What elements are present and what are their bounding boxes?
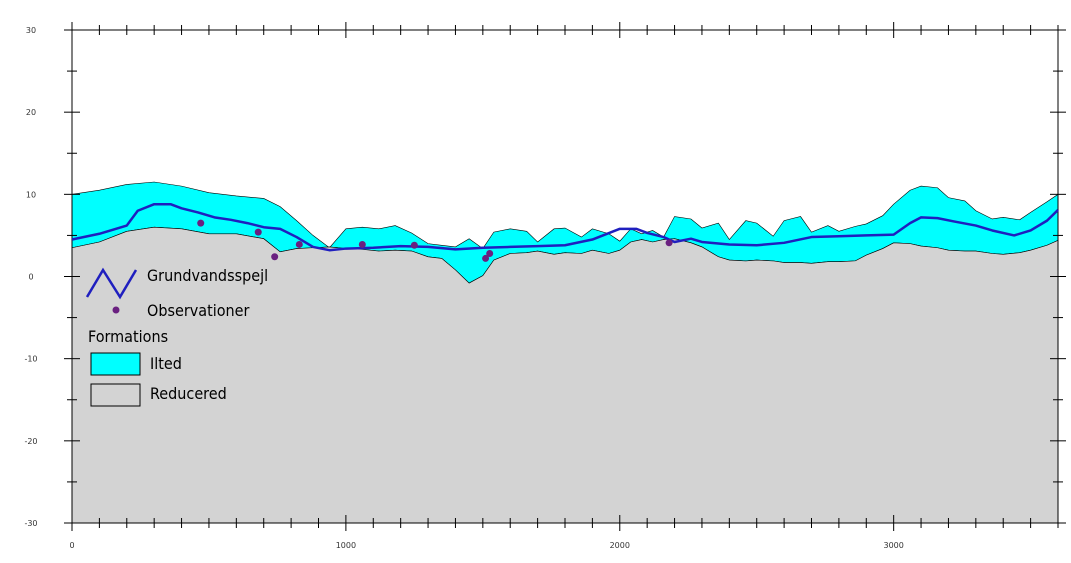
x-tick-label: 3000: [883, 541, 903, 550]
x-tick-label: 2000: [610, 541, 630, 550]
legend-label-observationer: Observationer: [147, 301, 250, 320]
observation-point: [410, 241, 418, 249]
reducered-formation-area: [71, 226, 1059, 524]
legend-marker-sample: [112, 306, 120, 314]
observation-point: [295, 240, 303, 248]
legend-label-grundvandsspejl: Grundvandsspejl: [147, 266, 268, 285]
legend-label-ilted: Ilted: [150, 354, 182, 373]
x-tick-label: 0: [69, 541, 74, 550]
y-axis-tick-labels: 30 20 10 0 -10 -20 -30: [24, 26, 37, 528]
observation-points: [197, 219, 673, 262]
y-tick-label: 10: [26, 190, 36, 199]
x-tick-label: 1000: [336, 541, 356, 550]
axis-ticks: [64, 22, 1066, 531]
legend-swatch-reducered: [90, 383, 141, 407]
legend-section-title: Formations: [88, 327, 168, 346]
y-tick-label: -10: [24, 355, 37, 364]
observation-point: [358, 240, 366, 248]
legend: Grundvandsspejl Observationer Formations…: [85, 266, 268, 407]
observation-point: [197, 219, 205, 227]
formation-fills: [71, 181, 1059, 524]
observation-point: [254, 228, 262, 236]
y-tick-label: 0: [28, 273, 33, 282]
observation-point: [271, 253, 279, 261]
legend-swatch-ilted: [90, 352, 141, 376]
y-tick-label: -20: [24, 437, 37, 446]
observation-point: [486, 249, 494, 257]
observation-point: [482, 254, 490, 262]
y-tick-label: -30: [24, 519, 37, 528]
x-axis-tick-labels: 0 1000 2000 3000: [69, 541, 903, 550]
observation-point: [665, 239, 673, 247]
legend-label-reducered: Reducered: [150, 384, 227, 403]
y-tick-label: 30: [26, 26, 36, 35]
water-table-line: [71, 202, 1059, 252]
legend-line-sample: [85, 267, 138, 300]
y-tick-label: 20: [26, 108, 36, 117]
